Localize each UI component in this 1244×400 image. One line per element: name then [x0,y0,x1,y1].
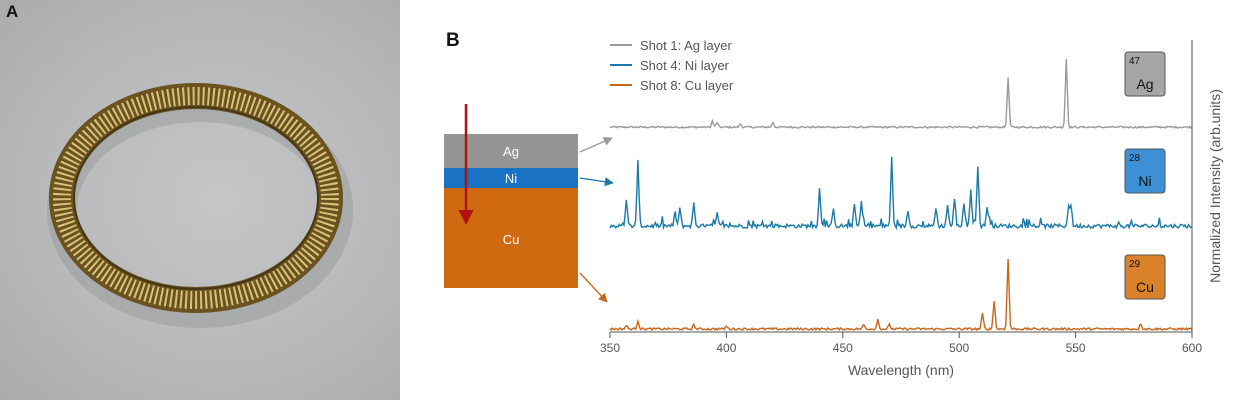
layer-label-cu: Cu [503,232,520,247]
x-tick-label: 600 [1182,341,1202,355]
panel-label-a: A [6,2,19,21]
element-badge-ag: 47 Ag [1124,51,1166,97]
badge-bg-ni [1124,148,1166,194]
connector-arrow-ag [579,137,613,153]
legend: Shot 1: Ag layer Shot 4: Ni layer Shot 8… [610,38,734,93]
badge-number-ni: 28 [1129,153,1141,164]
spectrum-line-cu [609,258,1193,332]
photo-panel [0,0,400,400]
x-tick-label: 550 [1066,341,1086,355]
spectra-chart: Shot 1: Ag layer Shot 4: Ni layer Shot 8… [444,38,1223,378]
badge-number-cu: 29 [1129,259,1141,270]
legend-label-ag: Shot 1: Ag layer [640,38,732,53]
ring-highlight [53,87,339,309]
badge-bg-ag [1124,51,1166,97]
coiled-wire-ring-icon [47,83,353,328]
legend-label-ni: Shot 4: Ni layer [640,58,730,73]
connector-arrow-cu [579,272,608,303]
panel-label-b: B [446,30,460,51]
y-axis-title: Normalized Intensity (arb.units) [1207,89,1223,283]
layer-stack-diagram: Ag Ni Cu [444,104,578,288]
element-badge-ni: 28 Ni [1124,148,1166,194]
x-axis-title: Wavelength (nm) [848,362,954,378]
layer-label-ni: Ni [505,171,517,186]
x-tick-label: 500 [949,341,969,355]
connector-arrow-ni [579,177,614,187]
badge-number-ag: 47 [1129,56,1141,67]
badge-bg-cu [1124,254,1166,300]
spectrum-line-ag [609,59,1193,130]
badge-symbol-cu: Cu [1136,279,1154,295]
legend-label-cu: Shot 8: Cu layer [640,78,734,93]
ring-inner-shade [73,106,319,290]
x-tick-label: 400 [716,341,736,355]
badge-symbol-ag: Ag [1136,76,1153,92]
spectra-group [609,59,1193,332]
badge-symbol-ni: Ni [1138,173,1151,189]
spectrum-line-ni [609,156,1193,231]
x-tick-label: 350 [600,341,620,355]
element-badge-cu: 29 Cu [1124,254,1166,300]
x-ticks: 350 400 450 500 550 600 [600,332,1202,355]
layer-label-ag: Ag [503,144,519,159]
x-tick-label: 450 [833,341,853,355]
layer-ni [444,168,578,188]
